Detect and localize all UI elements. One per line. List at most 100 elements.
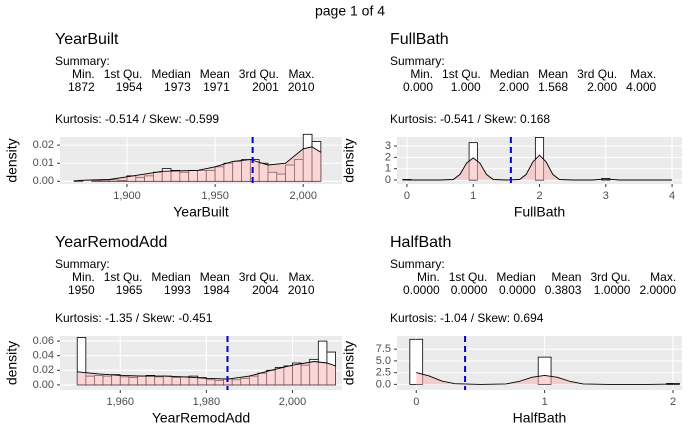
x-tick-label: 0 (404, 190, 410, 202)
y-tick-label: 5.0 (376, 355, 391, 367)
y-tick-label: 0.01 (33, 157, 54, 169)
summary-value: 2.000 (587, 80, 617, 94)
x-tick-label: 0 (413, 396, 419, 408)
panel-title: FullBath (390, 31, 449, 48)
summary-value: 0.3803 (545, 283, 582, 297)
y-tick-label: 3 (385, 140, 391, 152)
y-axis-label: density (341, 138, 357, 182)
y-tick-label: 0.02 (33, 139, 54, 151)
x-tick-label: 2,000 (279, 396, 307, 408)
summary-header: Median (490, 67, 529, 81)
y-tick-label: 2 (385, 151, 391, 163)
summary-value: 1954 (116, 80, 143, 94)
y-tick-label: 0.00 (33, 175, 54, 187)
page-title: page 1 of 4 (315, 3, 385, 19)
x-tick-label: 2,000 (289, 190, 317, 202)
summary-label: Summary: (55, 257, 110, 271)
x-tick-label: 2 (670, 396, 676, 408)
x-tick-label: 1,960 (107, 396, 135, 408)
summary-header: Mean (551, 270, 581, 284)
summary-value: 0.000 (403, 80, 433, 94)
summary-header: Max. (289, 67, 315, 81)
summary-header: 3rd Qu. (239, 67, 279, 81)
summary-header: 1st Qu. (449, 270, 488, 284)
summary-header: Min. (72, 67, 95, 81)
summary-value: 1.000 (451, 80, 481, 94)
x-tick-label: 3 (603, 190, 609, 202)
y-tick-label: 0 (385, 174, 391, 186)
summary-value: 1973 (164, 80, 191, 94)
summary-header: Max. (630, 67, 656, 81)
summary-header: Min. (417, 270, 440, 284)
summary-value: 1.568 (538, 80, 568, 94)
x-tick-label: 1,900 (113, 190, 141, 202)
summary-value: 2010 (288, 283, 315, 297)
panel-title: HalfBath (390, 234, 451, 251)
stats-label: Kurtosis: -0.541 / Skew: 0.168 (390, 112, 550, 126)
summary-value: 1971 (203, 80, 230, 94)
y-axis-label: density (4, 138, 20, 182)
x-tick-label: 1 (470, 190, 476, 202)
summary-header: 1st Qu. (104, 67, 143, 81)
x-axis-label: HalfBath (513, 410, 567, 426)
summary-header: Min. (72, 270, 95, 284)
summary-header: Median (496, 270, 535, 284)
summary-header: Mean (538, 67, 568, 81)
summary-value: 1950 (68, 283, 95, 297)
summary-header: 1st Qu. (104, 270, 143, 284)
y-axis-label: density (4, 341, 20, 385)
summary-value: 4.000 (626, 80, 656, 94)
density-area (416, 372, 673, 385)
y-tick-label: 0.02 (33, 364, 54, 376)
summary-value: 2.000 (499, 80, 529, 94)
panel-title: YearBuilt (55, 31, 119, 48)
y-tick-label: 0.06 (33, 335, 54, 347)
y-tick-label: 2.5 (376, 367, 391, 379)
x-tick-label: 1 (542, 396, 548, 408)
y-tick-label: 0.0 (376, 378, 391, 390)
y-tick-label: 0.04 (33, 350, 54, 362)
x-axis-label: YearRemodAdd (152, 410, 250, 426)
y-tick-label: 7.5 (376, 343, 391, 355)
summary-value: 1993 (164, 283, 191, 297)
stats-label: Kurtosis: -1.04 / Skew: 0.694 (390, 311, 544, 325)
stats-label: Kurtosis: -1.35 / Skew: -0.451 (55, 311, 213, 325)
summary-value: 1984 (203, 283, 230, 297)
summary-header: Median (151, 270, 190, 284)
summary-value: 2.0000 (639, 283, 676, 297)
summary-value: 2010 (288, 80, 315, 94)
summary-header: 1st Qu. (442, 67, 481, 81)
summary-label: Summary: (390, 257, 445, 271)
y-tick-label: 0.00 (33, 379, 54, 391)
y-tick-label: 1 (385, 163, 391, 175)
summary-header: 3rd Qu. (239, 270, 279, 284)
summary-header: 3rd Qu. (590, 270, 630, 284)
summary-header: Max. (289, 270, 315, 284)
x-tick-label: 1,980 (193, 396, 221, 408)
summary-header: Mean (200, 67, 230, 81)
summary-value: 2004 (252, 283, 279, 297)
summary-value: 1.0000 (594, 283, 631, 297)
y-axis-label: density (341, 341, 357, 385)
summary-header: Median (151, 67, 190, 81)
summary-header: Max. (650, 270, 676, 284)
summary-value: 0.0000 (499, 283, 536, 297)
panel-title: YearRemodAdd (55, 234, 167, 251)
density-area (406, 155, 673, 181)
density-line (416, 372, 674, 385)
density-line (77, 146, 322, 181)
density-line (77, 361, 336, 380)
summary-value: 1965 (116, 283, 143, 297)
summary-label: Summary: (390, 54, 445, 68)
stats-label: Kurtosis: -0.514 / Skew: -0.599 (55, 112, 219, 126)
summary-header: Min. (410, 67, 433, 81)
x-tick-label: 1,950 (201, 190, 229, 202)
x-tick-label: 4 (669, 190, 675, 202)
summary-value: 2001 (252, 80, 279, 94)
summary-header: Mean (200, 270, 230, 284)
summary-header: 3rd Qu. (577, 67, 617, 81)
density-area (77, 361, 336, 385)
summary-value: 1872 (68, 80, 95, 94)
density-line (406, 154, 673, 181)
